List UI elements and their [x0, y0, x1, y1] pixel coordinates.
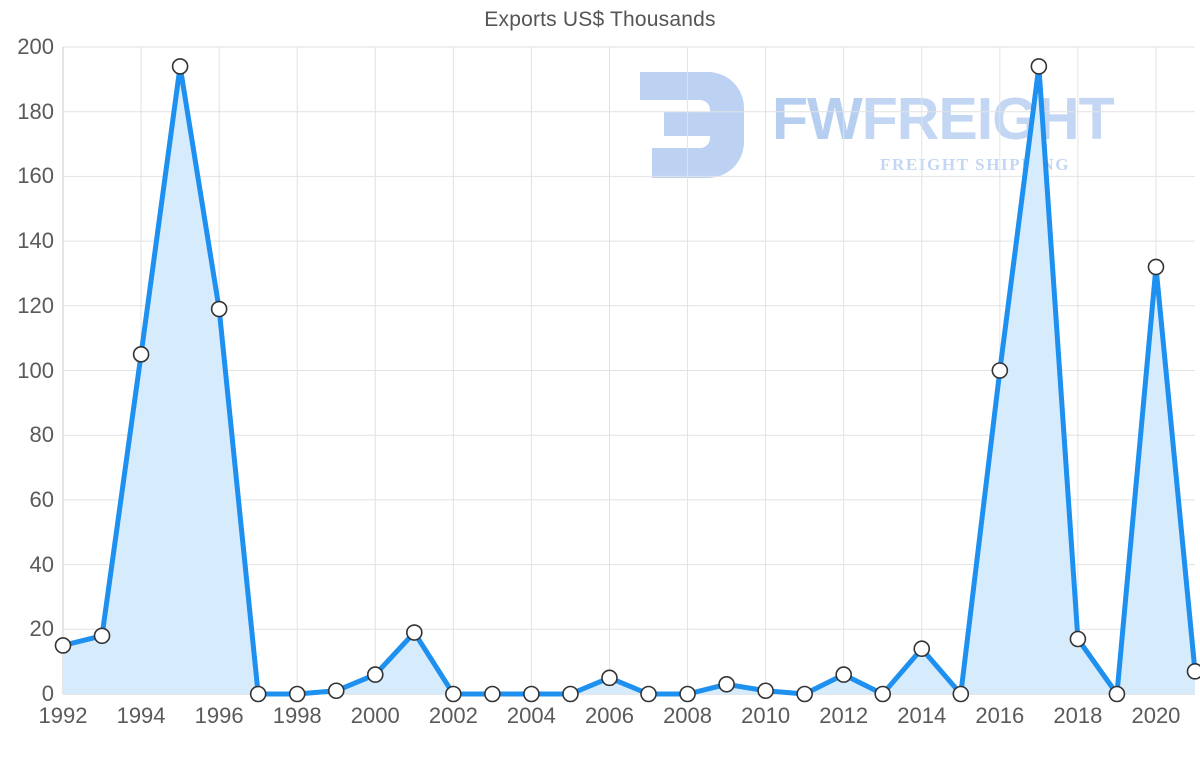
series-markers: [54, 58, 1200, 703]
y-tick-label: 180: [17, 98, 54, 124]
y-axis: 0 20 40 60 80 100 120 140 160 180 200: [0, 0, 54, 763]
x-tick-label: 2012: [819, 703, 869, 728]
y-tick-label: 60: [29, 486, 54, 512]
x-tick-label: 1998: [272, 703, 322, 728]
plot-svg: [54, 46, 1200, 703]
series-line: [60, 63, 1198, 697]
x-tick-label: 2020: [1131, 703, 1181, 728]
y-tick-label: 80: [29, 422, 54, 448]
x-tick-label: 2010: [741, 703, 791, 728]
y-tick-label: 120: [17, 292, 54, 318]
x-tick-label: 2002: [428, 703, 478, 728]
x-tick-label: 2018: [1053, 703, 1103, 728]
x-tick-label: 2016: [975, 703, 1025, 728]
x-tick-label: 2000: [350, 703, 400, 728]
y-tick-label: 140: [17, 228, 54, 254]
x-tick-label: 1994: [116, 703, 166, 728]
x-tick-label: 2014: [897, 703, 947, 728]
chart-title: Exports US$ Thousands: [484, 8, 716, 31]
y-tick-label: 40: [29, 551, 54, 577]
x-tick-label: 2008: [663, 703, 713, 728]
y-tick-label: 160: [17, 163, 54, 189]
x-tick-label: 2006: [584, 703, 634, 728]
series-area-fill: [63, 66, 1195, 694]
x-tick-label: 1992: [38, 703, 88, 728]
x-tick-label: 1996: [194, 703, 244, 728]
y-tick-label: 100: [17, 357, 54, 383]
plot-area: [54, 46, 1200, 703]
y-tick-label: 0: [41, 681, 54, 706]
x-tick-label: 2004: [506, 703, 556, 728]
y-tick-label: 200: [17, 34, 54, 59]
y-tick-label: 20: [29, 616, 54, 642]
